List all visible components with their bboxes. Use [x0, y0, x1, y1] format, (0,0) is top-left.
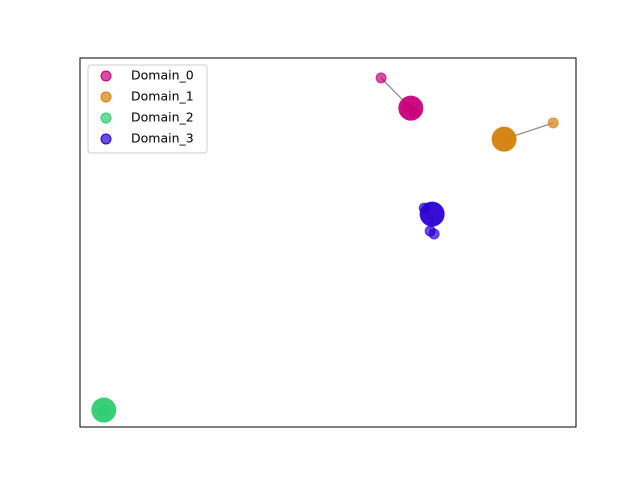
legend-label: Domain_3 [131, 131, 194, 146]
legend-label: Domain_0 [131, 68, 194, 83]
centroid [419, 201, 445, 227]
centroid [91, 397, 117, 423]
centroid [491, 126, 517, 152]
plot-frame [79, 57, 577, 428]
marks [91, 72, 559, 423]
point [547, 117, 559, 129]
legend-marker [100, 112, 112, 124]
legend-label: Domain_1 [131, 89, 194, 104]
centroid [398, 95, 424, 121]
legend: Domain_0 Domain_1 Domain_2 Domain_3 [87, 64, 208, 154]
legend-marker [100, 91, 112, 103]
legend-box [87, 64, 208, 154]
legend-marker [100, 133, 112, 145]
point [428, 228, 440, 240]
legend-label: Domain_2 [131, 110, 194, 125]
point [375, 72, 387, 84]
legend-marker [100, 70, 112, 82]
